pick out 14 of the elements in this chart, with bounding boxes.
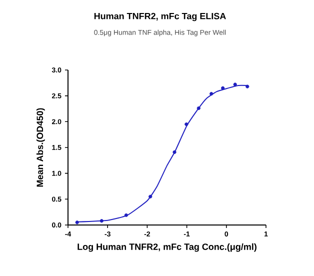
point [124, 213, 128, 217]
point [184, 122, 188, 126]
point [221, 86, 225, 90]
point [75, 220, 79, 224]
point [100, 219, 104, 223]
point [172, 150, 176, 154]
y-axis-title: Mean Abs.(OD450) [36, 108, 45, 187]
point [148, 194, 152, 198]
point [196, 106, 200, 110]
chart-title: Human TNFR2, mFc Tag ELISA [94, 12, 226, 22]
point [233, 82, 237, 86]
point [210, 92, 214, 96]
x-axis-title: Log Human TNFR2, mFc Tag Conc.(μg/ml) [78, 243, 256, 252]
point [246, 84, 250, 88]
